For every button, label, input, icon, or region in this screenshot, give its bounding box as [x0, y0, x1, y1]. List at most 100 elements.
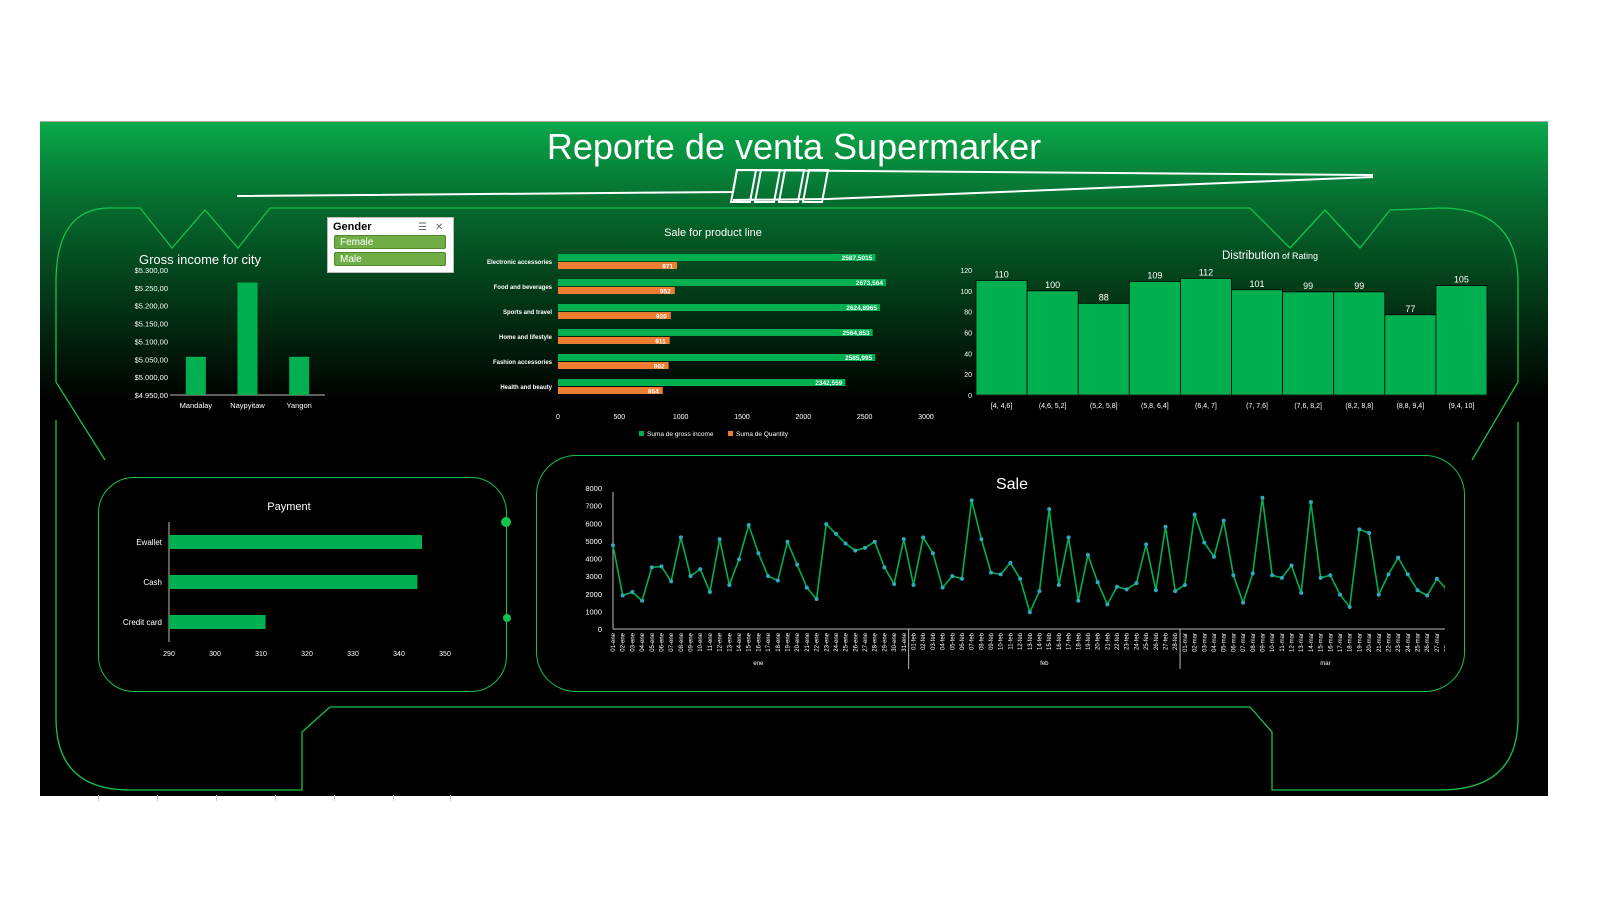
- connector-dot: [503, 614, 511, 622]
- sale-point: [630, 589, 635, 594]
- sale-point: [1066, 535, 1071, 540]
- data-label: 920: [656, 314, 667, 321]
- sale-point: [707, 589, 712, 594]
- y-tick-label: $5.250,00: [135, 284, 168, 293]
- y-tick-label: 100: [960, 289, 972, 296]
- sale-point: [688, 574, 693, 579]
- chart-title: Gross income for city: [139, 252, 262, 267]
- x-tick-label: 24-mar: [1406, 633, 1412, 652]
- x-tick-label: 21-mar: [1377, 633, 1383, 652]
- sale-point: [1231, 573, 1236, 578]
- x-tick-label: Naypyitaw: [230, 401, 265, 410]
- data-label: 2564,853: [842, 330, 869, 337]
- y-tick-label: 1000: [585, 607, 602, 616]
- sale-point: [1192, 512, 1197, 517]
- sale-point: [814, 597, 819, 602]
- multi-select-icon[interactable]: ☰: [418, 222, 427, 233]
- x-tick-label: 30-ene: [892, 632, 898, 651]
- slicer-item-female[interactable]: Female: [334, 235, 446, 249]
- x-tick-label: 29-ene: [882, 632, 888, 651]
- x-tick-label: 06-feb: [960, 632, 966, 650]
- x-tick-label: 02-mar: [1193, 633, 1199, 652]
- sale-point: [1434, 576, 1439, 581]
- sale-point: [1008, 560, 1013, 565]
- sale-point: [1260, 495, 1265, 500]
- sale-point: [1056, 582, 1061, 587]
- x-tick-label: 20-ene: [795, 632, 801, 651]
- y-tick-label: $5.050,00: [135, 355, 168, 364]
- y-tick-label: 8000: [585, 484, 602, 493]
- sale-point: [911, 582, 916, 587]
- sale-point: [804, 585, 809, 590]
- x-tick-label: 12-mar: [1290, 633, 1296, 652]
- x-tick-label: 0: [556, 414, 560, 421]
- x-tick-label: 21-feb: [1105, 632, 1111, 650]
- x-tick-label: 14-ene: [737, 632, 743, 651]
- data-label: 902: [654, 364, 665, 371]
- data-label: 109: [1147, 270, 1162, 280]
- data-label: 99: [1354, 281, 1364, 291]
- sale-point: [1299, 590, 1304, 595]
- x-tick-label: 330: [347, 651, 359, 658]
- sale-point: [1211, 554, 1216, 559]
- data-label: 971: [662, 264, 673, 271]
- payment-panel: [98, 477, 507, 692]
- x-tick-label: 310: [255, 651, 267, 658]
- x-tick-label: 07-mar: [1241, 633, 1247, 652]
- sale-point: [1027, 610, 1032, 615]
- legend-label: Suma de Quantity: [736, 431, 789, 438]
- bar: [1128, 281, 1181, 396]
- bar-gross-income: [558, 354, 876, 361]
- sale-point: [1405, 572, 1410, 577]
- x-tick-label: (4,6, 5,2]: [1039, 403, 1067, 410]
- sale-point: [824, 522, 829, 527]
- x-tick-label: 340: [393, 651, 405, 658]
- x-tick-label: 24-feb: [1134, 632, 1140, 650]
- data-label: 952: [660, 289, 671, 296]
- x-tick-label: 03-feb: [931, 632, 937, 650]
- data-label: 2342,559: [815, 380, 842, 387]
- sheet-gridline: [275, 795, 276, 801]
- x-tick-label: 20-feb: [1096, 632, 1102, 650]
- y-tick-label: $5.150,00: [135, 320, 168, 329]
- x-tick-label: 03-ene: [630, 632, 636, 651]
- clear-filter-icon[interactable]: ✕: [435, 222, 444, 233]
- gender-slicer[interactable]: Gender ☰ ✕ Female Male: [327, 217, 454, 273]
- x-tick-label: (7, 7,6]: [1246, 403, 1268, 410]
- sale-point: [853, 548, 858, 553]
- sale-point: [1376, 592, 1381, 597]
- y-tick-label: 5000: [585, 537, 602, 546]
- bar: [169, 535, 422, 549]
- data-label: 110: [994, 269, 1008, 279]
- x-tick-label: 10-mar: [1270, 633, 1276, 652]
- bar-gross-income: [558, 279, 886, 286]
- sale-point: [659, 564, 664, 569]
- sale-point: [989, 570, 994, 575]
- sheet-gridline: [393, 795, 394, 801]
- sale-point: [1144, 542, 1149, 547]
- slicer-title: Gender: [333, 221, 372, 233]
- x-tick-label: 18-mar: [1348, 633, 1354, 652]
- sale-point: [737, 557, 742, 562]
- x-tick-label: 24-ene: [834, 632, 840, 651]
- x-tick-label: [4, 4,6]: [991, 403, 1012, 410]
- x-tick-label: 08-mar: [1251, 633, 1257, 652]
- x-tick-label: 25-ene: [844, 632, 850, 651]
- y-tick-label: 7000: [585, 502, 602, 511]
- x-tick-label: 22-ene: [815, 632, 821, 651]
- sale-point: [785, 539, 790, 544]
- bar: [1384, 314, 1437, 396]
- y-tick-label: $5.100,00: [135, 337, 168, 346]
- x-tick-label: 26-mar: [1425, 633, 1431, 652]
- x-tick-label: 28-feb: [1173, 632, 1179, 650]
- x-tick-label: 08-feb: [979, 632, 985, 650]
- x-tick-label: 26-feb: [1154, 632, 1160, 650]
- data-label: 88: [1099, 292, 1109, 302]
- x-tick-label: 01-feb: [911, 632, 917, 650]
- x-tick-label: 14-mar: [1309, 633, 1315, 652]
- slicer-item-male[interactable]: Male: [334, 252, 446, 266]
- x-tick-label: (8,8, 9,4]: [1397, 403, 1425, 410]
- x-tick-label: (7,6, 8,2]: [1294, 403, 1322, 410]
- bar: [1282, 291, 1335, 396]
- x-tick-label: 23-feb: [1125, 632, 1131, 650]
